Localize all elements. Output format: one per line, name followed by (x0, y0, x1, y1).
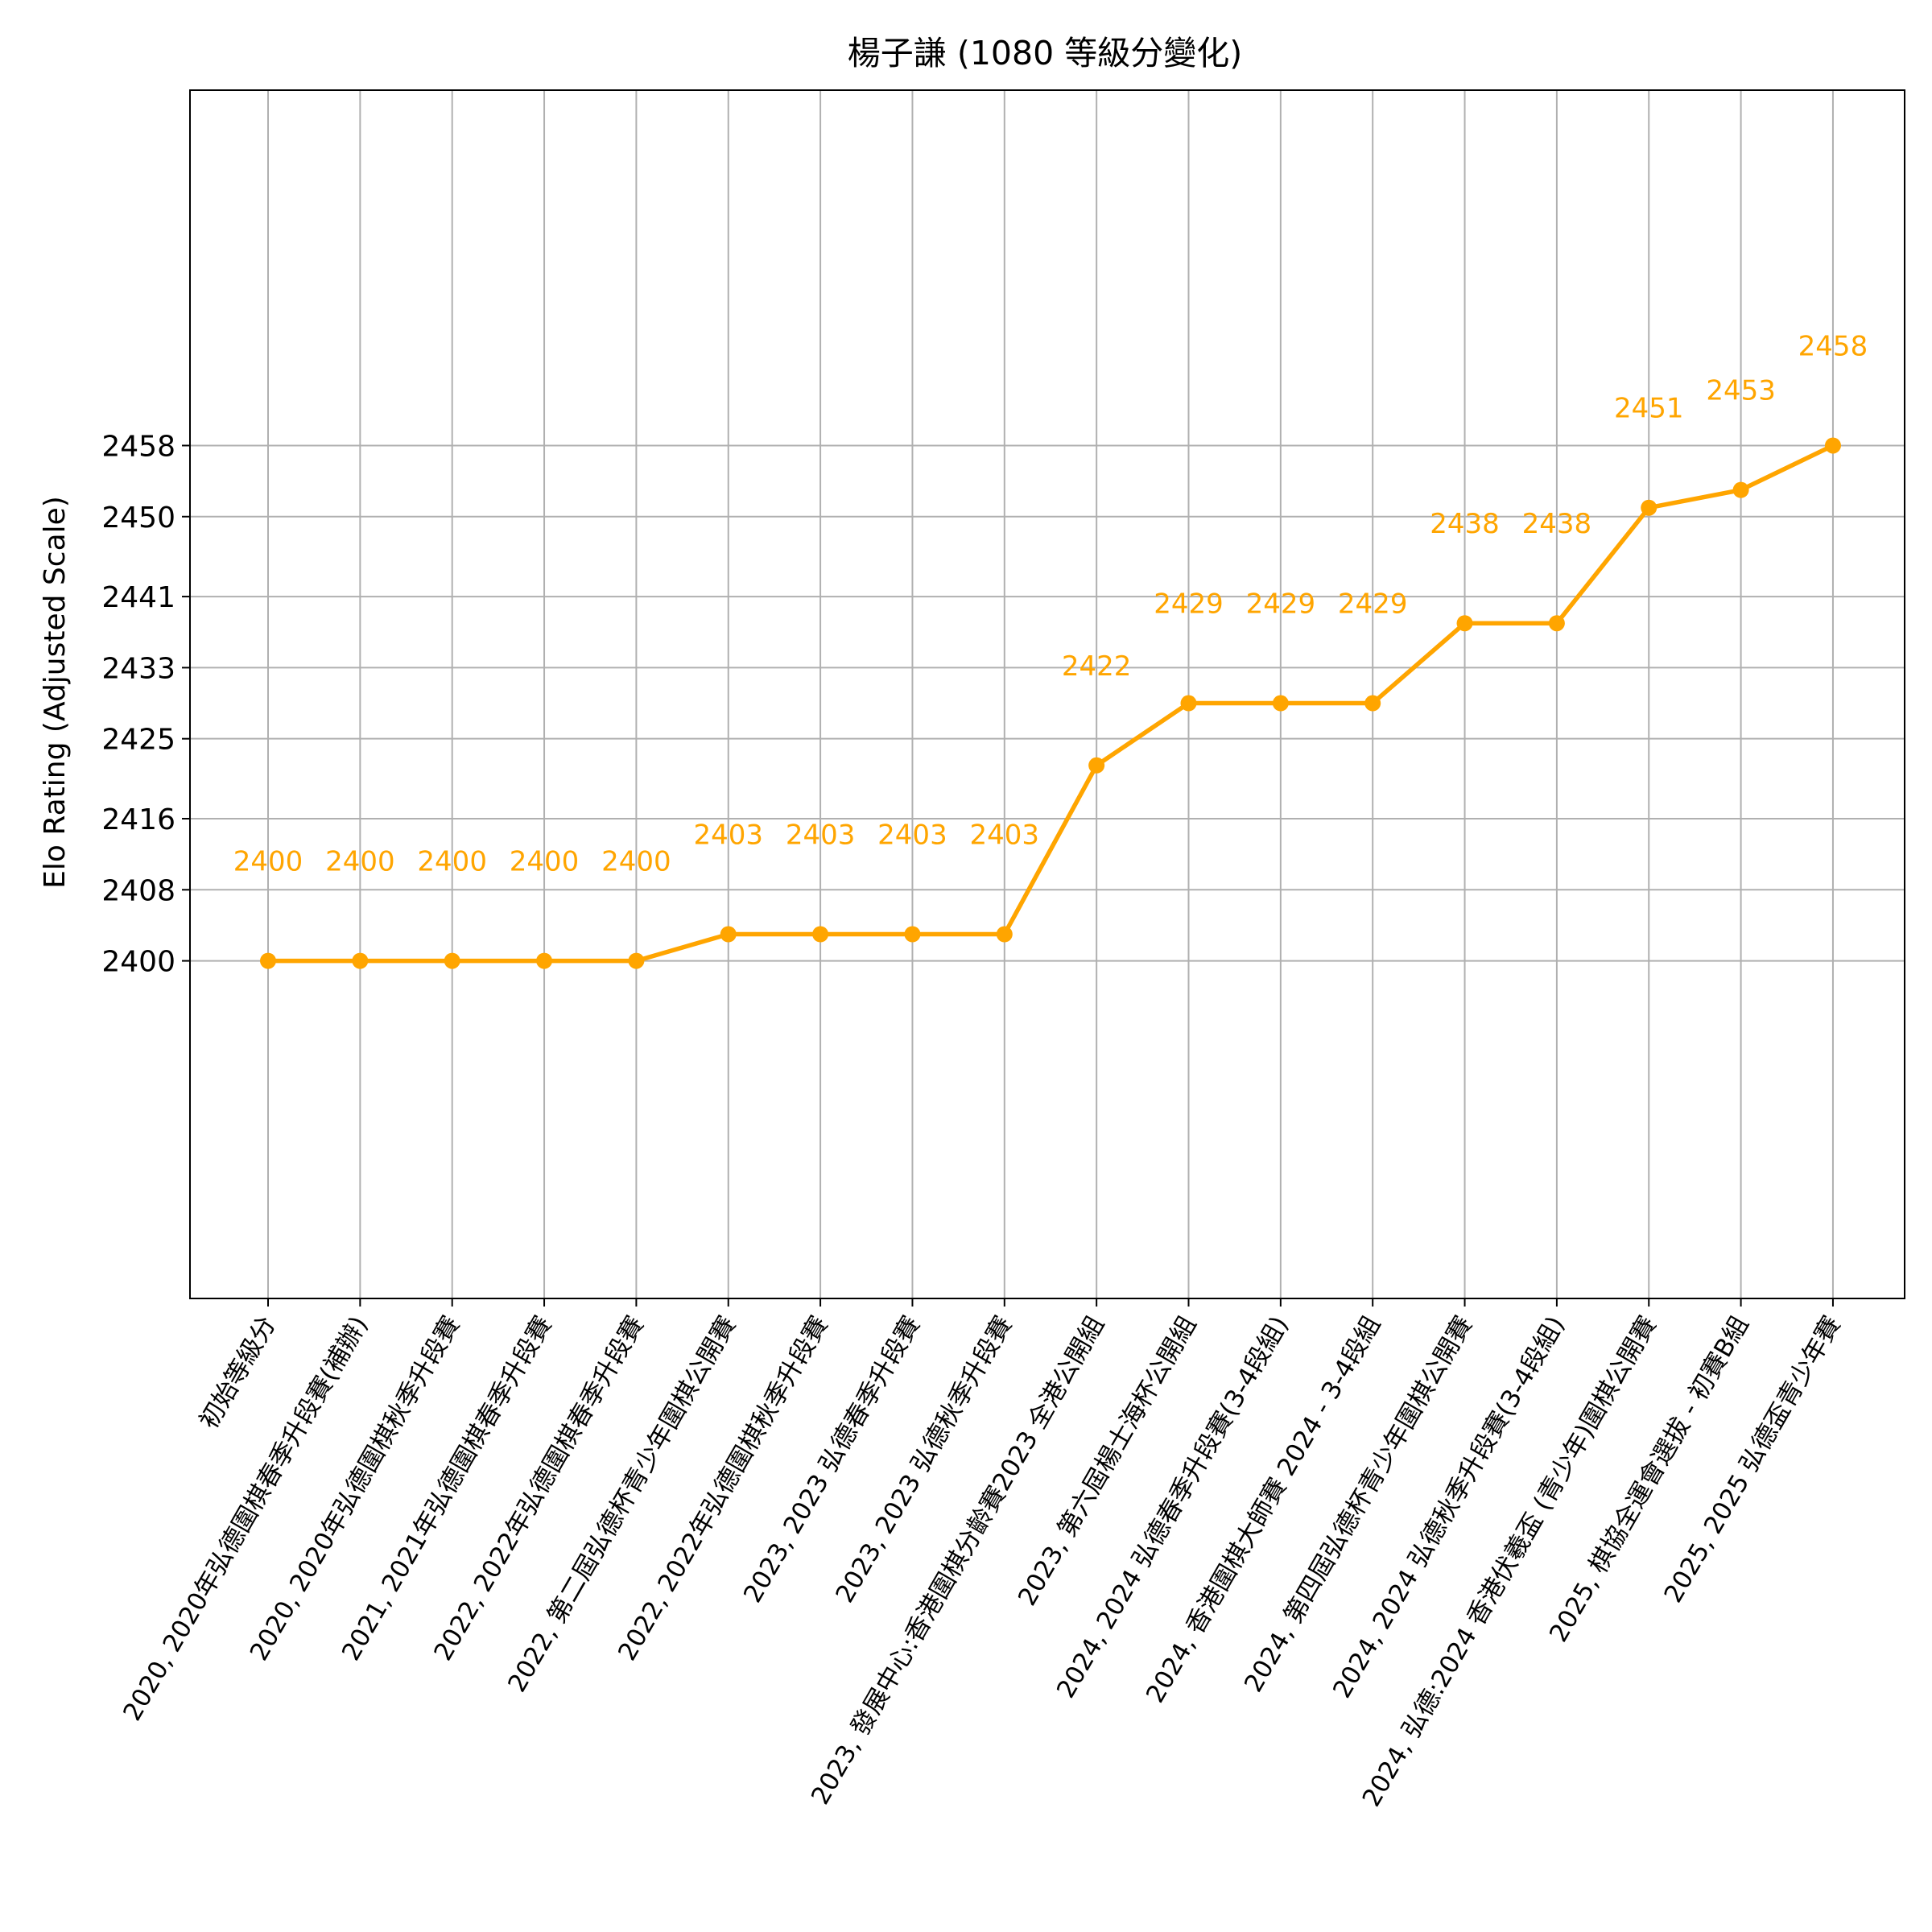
axes: 2400 2408 2416 2425 2433 2441 2450 2458 初始等級分 202… (101, 89, 1905, 1811)
data-label: 2451 (1614, 393, 1684, 425)
data-label: 2403 (786, 819, 856, 851)
series-line (268, 443, 1835, 964)
y-tick-label: 2416 (101, 803, 175, 836)
y-tick-label: 2441 (101, 581, 175, 614)
data-label: 2400 (233, 846, 303, 878)
y-tick-label: 2425 (101, 724, 175, 757)
data-label: 2458 (1798, 330, 1868, 362)
data-point (996, 926, 1013, 943)
data-label: 2429 (1246, 588, 1316, 621)
data-point (1732, 481, 1749, 498)
x-tick-label: 初始等級分 (194, 1311, 282, 1434)
data-point (260, 952, 276, 969)
data-point (720, 926, 737, 943)
data-point (1180, 695, 1197, 712)
data-label: 2403 (693, 819, 763, 851)
y-axis-label: Elo Rating (Adjusted Scale) (39, 496, 72, 889)
plot-frame (189, 89, 1905, 1299)
data-label: 2438 (1430, 508, 1500, 540)
data-point (812, 926, 829, 943)
x-tick-label: 2023, 第六屆楊士海杯公開組 (1013, 1311, 1202, 1611)
data-point (1456, 615, 1473, 632)
data-point (352, 952, 369, 969)
data-labels: 2400 2400 2400 2400 2400 2403 2403 2403 2403 2422… (233, 330, 1868, 877)
x-tick-label: 2025, 棋協全運會選拔 - 初賽B組 (1544, 1311, 1755, 1647)
y-tick-label: 2458 (101, 430, 175, 463)
data-point (628, 952, 645, 969)
data-label: 2422 (1062, 650, 1132, 683)
data-label: 2438 (1522, 508, 1592, 540)
y-tick-label: 2408 (101, 874, 175, 907)
data-label: 2400 (601, 846, 671, 878)
series (260, 437, 1841, 969)
grid (190, 90, 1905, 1298)
data-point (1272, 695, 1289, 712)
data-label: 2400 (325, 846, 395, 878)
data-point (1548, 615, 1565, 632)
data-point (444, 952, 460, 969)
y-tick-label: 2450 (101, 502, 175, 535)
data-label: 2429 (1338, 588, 1408, 621)
data-point (1641, 499, 1657, 516)
data-label: 2403 (970, 819, 1040, 851)
data-point (1824, 437, 1841, 454)
data-point (1088, 757, 1105, 774)
data-point (536, 952, 553, 969)
data-label: 2453 (1706, 375, 1776, 407)
x-tick-label: 2023, 2023 弘德春季升段賽 (738, 1311, 926, 1608)
x-tick-label: 2025, 2025 弘德盃青少年賽 (1659, 1311, 1847, 1608)
y-tick-label: 2433 (101, 652, 175, 685)
data-point (904, 926, 921, 943)
y-tick-label: 2400 (101, 946, 175, 979)
data-label: 2429 (1154, 588, 1224, 621)
chart-title: 楊子謙 (1080 等級分變化) (848, 34, 1242, 72)
data-point (1364, 695, 1381, 712)
data-label: 2400 (417, 846, 487, 878)
x-tick-label: 2023, 2023 弘德秋季升段賽 (830, 1311, 1018, 1608)
data-label: 2403 (877, 819, 947, 851)
data-label: 2400 (510, 846, 580, 878)
